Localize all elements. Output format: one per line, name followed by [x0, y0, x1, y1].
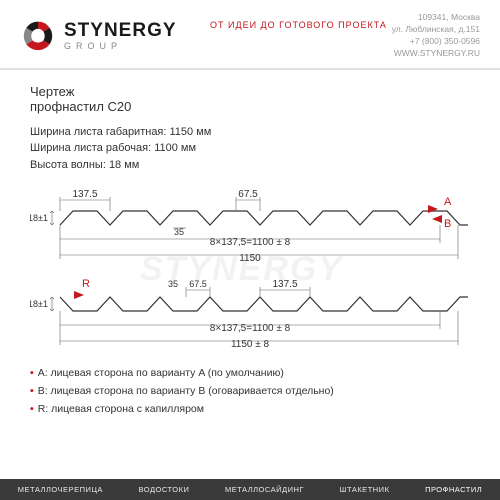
- diagram-bottom: R 35 67.5 137.5 18±1 8×137,5=1100 ± 8 11…: [30, 273, 470, 351]
- specs-block: Ширина листа габаритная: 1150 мм Ширина …: [30, 124, 470, 174]
- title-line2: профнастил С20: [30, 99, 470, 114]
- dim-height-bot: 18±1: [30, 299, 48, 309]
- dim-crest-bot: 67.5: [189, 279, 207, 289]
- legend-b: •B: лицевая сторона по варианту B (огова…: [30, 383, 470, 401]
- contact-phone: +7 (800) 350-0596: [392, 36, 480, 48]
- content: Чертеж профнастил С20 Ширина листа габар…: [0, 70, 500, 419]
- dim-working-top: 8×137,5=1100 ± 8: [210, 237, 291, 248]
- contact-address2: ул. Люблинская, д.151: [392, 24, 480, 36]
- title-line1: Чертеж: [30, 84, 470, 99]
- dim-pitch-bot: 137.5: [272, 279, 297, 290]
- legend-r: •R: лицевая сторона с капилляром: [30, 401, 470, 419]
- dim-overall-bot: 1150 ± 8: [231, 339, 270, 350]
- logo-mark-icon: [20, 18, 56, 54]
- footer-item: ВОДОСТОКИ: [139, 485, 190, 494]
- contact-block: 109341, Москва ул. Люблинская, д.151 +7 …: [392, 12, 480, 60]
- dim-overall-top: 1150: [239, 253, 261, 264]
- brand-name: STYNERGY: [64, 21, 177, 40]
- title-block: Чертеж профнастил С20: [30, 84, 470, 114]
- footer-item: МЕТАЛЛОСАЙДИНГ: [225, 485, 304, 494]
- mark-b: B: [444, 218, 451, 230]
- dim-pitch-top: 137.5: [72, 189, 97, 200]
- mark-a: A: [444, 196, 452, 208]
- tagline: ОТ ИДЕИ ДО ГОТОВОГО ПРОЕКТА: [210, 20, 387, 30]
- footer-item: ПРОФНАСТИЛ: [425, 485, 482, 494]
- spec-working: Ширина листа рабочая: 1100 мм: [30, 140, 470, 157]
- contact-web: WWW.STYNERGY.RU: [392, 48, 480, 60]
- footer-item: МЕТАЛЛОЧЕРЕПИЦА: [18, 485, 103, 494]
- dim-working-bot: 8×137,5=1100 ± 8: [210, 323, 291, 334]
- legend-a: •A: лицевая сторона по варианту A (по ум…: [30, 365, 470, 383]
- mark-r: R: [82, 278, 90, 290]
- header: STYNERGY GROUP 109341, Москва ул. Люблин…: [0, 0, 500, 70]
- legend: •A: лицевая сторона по варианту A (по ум…: [30, 359, 470, 419]
- contact-address1: 109341, Москва: [392, 12, 480, 24]
- dim-crest-top: 67.5: [238, 189, 258, 200]
- dim-height-top: 18±1: [30, 213, 48, 223]
- footer-item: ШТАКЕТНИК: [340, 485, 390, 494]
- dim-valley-bot: 35: [168, 279, 178, 289]
- dim-valley-top: 35: [174, 227, 184, 237]
- spec-height: Высота волны: 18 мм: [30, 157, 470, 174]
- spec-overall: Ширина листа габаритная: 1150 мм: [30, 124, 470, 141]
- diagram-top: 137.5 67.5 35 18±1 8×137,5=1100 ± 8 1150: [30, 187, 470, 265]
- footer-nav: МЕТАЛЛОЧЕРЕПИЦА ВОДОСТОКИ МЕТАЛЛОСАЙДИНГ…: [0, 479, 500, 500]
- logo: STYNERGY GROUP: [20, 12, 177, 60]
- brand-sub: GROUP: [64, 42, 177, 51]
